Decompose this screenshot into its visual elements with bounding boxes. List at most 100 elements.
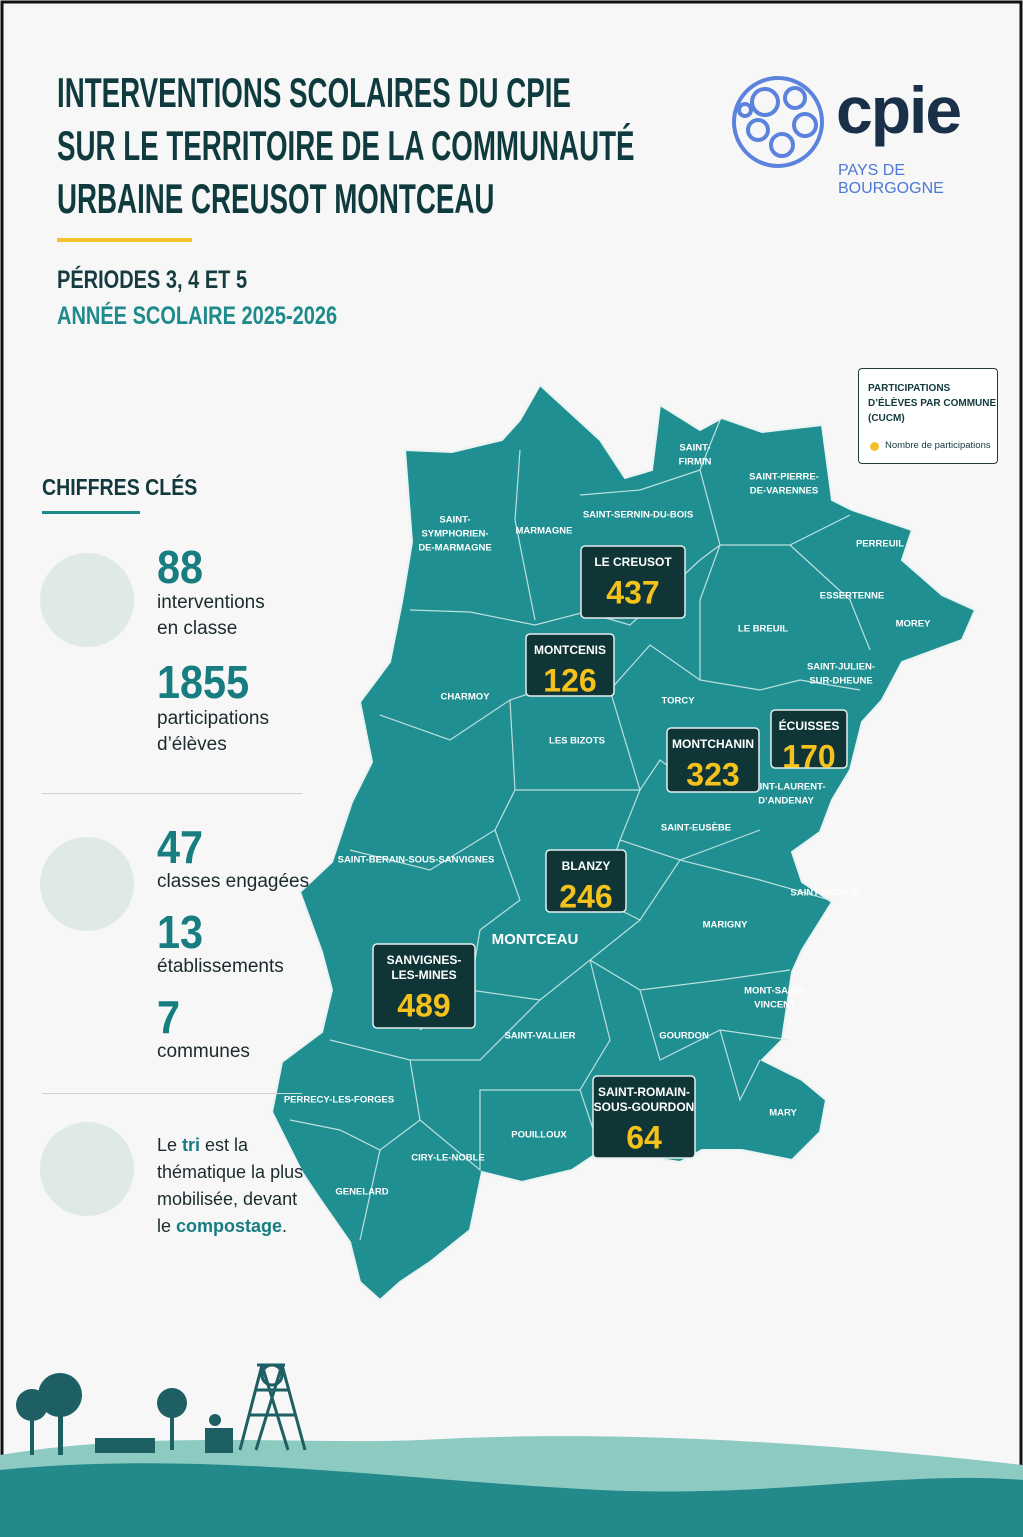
- commune-label: CIRY-LE-NOBLE: [411, 1153, 485, 1164]
- highlight-keyword: compostage: [176, 1216, 283, 1236]
- commune-label: SUR-DHEUNE: [809, 676, 872, 687]
- commune-label: SAINT-PIERRE-: [749, 472, 819, 483]
- figure-label: communes: [157, 1039, 250, 1065]
- badge-value: 64: [626, 1119, 662, 1155]
- badge-commune: ÉCUISSES: [779, 718, 840, 733]
- badge-value: 437: [606, 574, 659, 610]
- figure-label-line: participations: [157, 708, 269, 729]
- commune-label: POUILLOUX: [511, 1130, 567, 1141]
- legend-title-line: PARTICIPATIONS: [868, 383, 951, 394]
- badge-commune: SOUS-GOURDON: [594, 1100, 695, 1114]
- badge-commune: SAINT-ROMAIN-: [598, 1085, 690, 1099]
- figure-value: 47: [157, 821, 204, 873]
- highlight-text: .: [282, 1216, 288, 1236]
- legend-title: PARTICIPATIONS D’ÉLÈVES PAR COMMUNE (CUC…: [868, 381, 996, 426]
- figure-label-line: établissements: [157, 956, 284, 977]
- figure-value: 1855: [157, 656, 250, 708]
- commune-label: TORCY: [661, 696, 695, 707]
- commune-label: PERREUIL: [856, 539, 904, 550]
- badge-value: 489: [397, 987, 450, 1023]
- badge-value: 126: [543, 662, 596, 698]
- legend-title-line: D’ÉLÈVES PAR COMMUNE: [868, 398, 997, 409]
- commune-label: VINCENT: [754, 1000, 796, 1011]
- key-figures-rule: [42, 511, 140, 514]
- commune-label: LES BIZOTS: [549, 736, 605, 747]
- commune-label: MARMAGNE: [516, 526, 573, 537]
- legend-title-line: (CUCM): [868, 413, 905, 424]
- badge: [770, 709, 848, 769]
- commune-label: SAINT-: [439, 515, 470, 526]
- commune-label: LE BREUIL: [738, 624, 788, 635]
- figure-label: participations d’élèves: [157, 706, 269, 758]
- landscape: [0, 1363, 1023, 1537]
- commune-label: PERRECY-LES-FORGES: [284, 1095, 394, 1106]
- title: INTERVENTIONS SCOLAIRES DU CPIE SUR LE T…: [57, 66, 635, 225]
- commune-label: MARY: [769, 1108, 797, 1119]
- commune-label: DE-MARMAGNE: [418, 543, 491, 554]
- logo-icon: [732, 76, 824, 168]
- commune-label: FIRMIN: [679, 457, 712, 468]
- figure-value: 13: [157, 906, 204, 958]
- commune-label: MARIGNY: [703, 920, 749, 931]
- school-year: ANNÉE SCOLAIRE 2025-2026: [57, 302, 338, 330]
- icon-circle: [40, 837, 134, 931]
- logo-region-line: BOURGOGNE: [838, 180, 944, 197]
- badge: [580, 545, 686, 619]
- badge-commune: SANVIGNES-: [387, 953, 462, 967]
- commune-label: SAINT-BERAIN-SOUS-SANVIGNES: [338, 855, 495, 866]
- commune-label: SAINT-LAURENT-: [746, 782, 825, 793]
- figure-label-line: en classe: [157, 618, 238, 639]
- period: PÉRIODES 3, 4 ET 5: [57, 266, 248, 294]
- figure-label-line: interventions: [157, 592, 265, 613]
- figure-label-line: d’élèves: [157, 734, 227, 755]
- legend-dot: [870, 442, 879, 451]
- figure-value: 7: [157, 991, 181, 1043]
- figure-label-line: communes: [157, 1041, 250, 1062]
- badge-value: 246: [559, 878, 612, 914]
- title-rule: [57, 238, 192, 242]
- highlight-keyword: tri: [182, 1135, 201, 1155]
- badge-commune: LE CREUSOT: [594, 555, 672, 569]
- commune-label: GOURDON: [659, 1031, 709, 1042]
- commune-label: SAINT-JULIEN-: [807, 662, 875, 673]
- badge: [666, 727, 760, 793]
- logo-region: PAYS DE BOURGOGNE: [838, 162, 944, 198]
- figure-label-line: classes engagées: [157, 871, 310, 892]
- commune-label: SAINT-VALLIER: [504, 1031, 575, 1042]
- icon-circle: [40, 553, 134, 647]
- commune-label: GENELARD: [335, 1187, 388, 1198]
- legend-item: Nombre de participations: [885, 440, 991, 451]
- badge: [545, 849, 627, 913]
- territory: [270, 383, 977, 1302]
- commune-label: MOREY: [896, 619, 932, 630]
- badge-commune: LES-MINES: [391, 968, 456, 982]
- title-line: SUR LE TERRITOIRE DE LA COMMUNAUTÉ: [57, 122, 635, 169]
- figure-label: classes engagées: [157, 869, 309, 895]
- title-line: URBAINE CREUSOT MONTCEAU: [57, 175, 495, 222]
- badge: [525, 633, 615, 697]
- badge-commune: MONTCENIS: [534, 643, 606, 657]
- commune-label: DE-VARENNES: [750, 486, 818, 497]
- badge: [372, 943, 476, 1029]
- badge: [592, 1075, 696, 1159]
- commune-label: MONTCEAU: [492, 931, 579, 948]
- badge-value: 323: [686, 756, 739, 792]
- highlight: Le tri est la thématique la plus mobilis…: [157, 1132, 307, 1240]
- commune-label: D’ANDENAY: [758, 796, 814, 807]
- highlight-text: Le: [157, 1135, 183, 1155]
- title-line: INTERVENTIONS SCOLAIRES DU CPIE: [57, 69, 571, 116]
- logo-region-line: PAYS DE: [838, 162, 905, 179]
- commune-label: SYMPHORIEN-: [421, 529, 488, 540]
- commune-label: MONT-SAINT-: [744, 986, 806, 997]
- badge-value: 170: [782, 738, 835, 774]
- badge-commune: MONTCHANIN: [672, 737, 754, 751]
- highlight-text: est la thématique la plus mobilisée, dev…: [157, 1135, 304, 1236]
- commune-label: SAINT-MICAUD: [790, 888, 859, 899]
- separator: [42, 1093, 302, 1094]
- commune-label: SAINT-: [679, 443, 710, 454]
- commune-label: SAINT-EUSÈBE: [661, 823, 731, 834]
- key-figures-title: CHIFFRES CLÉS: [42, 474, 198, 500]
